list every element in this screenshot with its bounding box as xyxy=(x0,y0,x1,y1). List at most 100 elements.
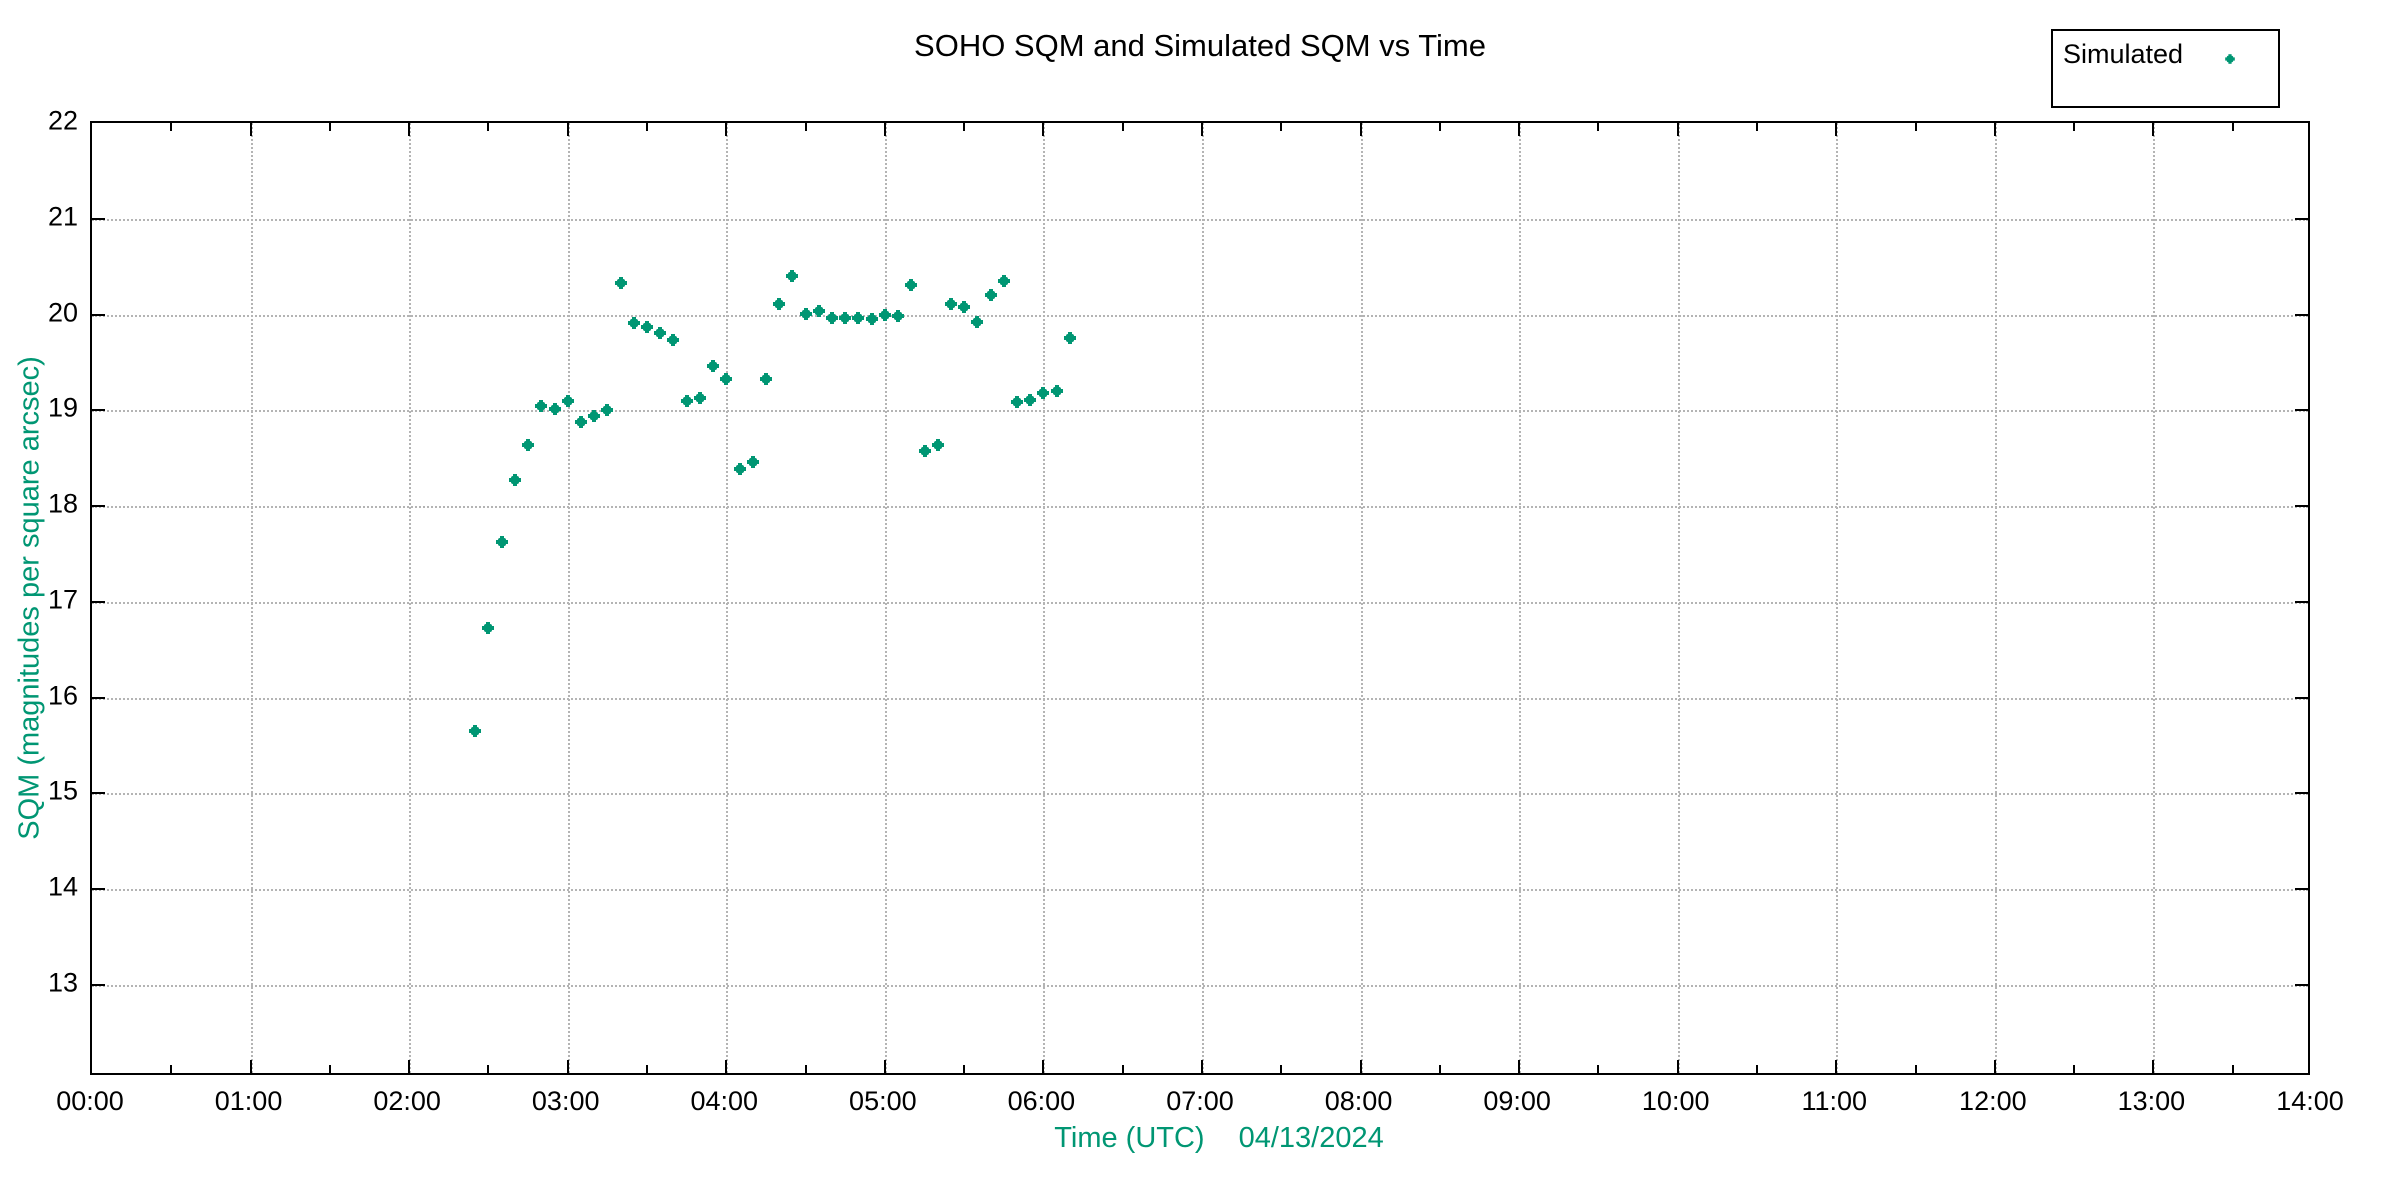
data-point xyxy=(931,438,944,451)
y-major-tick xyxy=(92,505,105,508)
data-point xyxy=(1050,385,1063,398)
data-point xyxy=(892,310,905,323)
x-major-tick xyxy=(1359,123,1362,136)
y-major-tick xyxy=(2295,600,2308,603)
x-major-tick xyxy=(408,1060,411,1073)
y-tick-label: 16 xyxy=(47,680,78,711)
data-point xyxy=(865,313,878,326)
gridline-vertical xyxy=(726,123,729,1073)
x-minor-tick xyxy=(1597,1065,1600,1073)
x-major-tick xyxy=(1359,1060,1362,1073)
data-point xyxy=(799,307,812,320)
x-major-tick xyxy=(883,1060,886,1073)
x-minor-tick xyxy=(487,123,490,131)
y-tick-label: 15 xyxy=(47,775,78,806)
y-major-tick xyxy=(92,217,105,220)
y-major-tick xyxy=(92,600,105,603)
x-minor-tick xyxy=(1121,123,1124,131)
x-major-tick xyxy=(408,123,411,136)
x-major-tick xyxy=(566,1060,569,1073)
x-major-tick xyxy=(1518,1060,1521,1073)
gridline-horizontal xyxy=(92,697,2308,700)
x-minor-tick xyxy=(646,123,648,131)
x-major-tick xyxy=(725,1060,728,1073)
x-minor-tick xyxy=(2073,1065,2076,1073)
gridline-vertical xyxy=(1202,123,1204,1073)
x-minor-tick xyxy=(1914,123,1917,131)
data-point xyxy=(905,278,918,291)
y-major-tick xyxy=(92,313,105,316)
data-point xyxy=(574,415,587,428)
data-point xyxy=(654,326,667,339)
y-tick-label: 18 xyxy=(47,488,78,519)
y-major-tick xyxy=(2295,888,2308,891)
data-point xyxy=(601,404,614,417)
x-minor-tick xyxy=(963,123,966,131)
x-tick-label: 02:00 xyxy=(373,1086,441,1116)
gridline-vertical xyxy=(884,123,887,1073)
data-point xyxy=(561,394,574,407)
data-point xyxy=(588,410,601,423)
gridline-horizontal xyxy=(92,985,2308,988)
y-major-tick xyxy=(92,696,105,699)
x-minor-tick xyxy=(1280,123,1283,131)
x-minor-tick xyxy=(1438,1065,1441,1073)
data-point xyxy=(482,621,495,634)
data-point xyxy=(958,300,971,313)
y-tick-label: 19 xyxy=(47,392,78,423)
y-major-tick xyxy=(2295,409,2308,412)
x-major-tick xyxy=(1676,1060,1679,1073)
y-axis-title: SQM (magnitudes per square arcsec) xyxy=(13,356,46,840)
x-minor-tick xyxy=(1438,123,1441,131)
y-major-tick xyxy=(2295,505,2308,508)
x-axis-date: 04/13/2024 xyxy=(1238,1122,1384,1154)
x-major-tick xyxy=(249,1060,252,1073)
y-major-tick xyxy=(2295,217,2308,220)
data-point xyxy=(852,312,865,325)
y-major-tick xyxy=(92,409,105,412)
legend-box: Simulated xyxy=(2051,29,2280,108)
data-point xyxy=(826,312,838,325)
x-major-tick xyxy=(1201,123,1203,136)
data-point xyxy=(614,276,627,289)
x-tick-label: 11:00 xyxy=(1801,1086,1868,1116)
x-tick-label: 06:00 xyxy=(1007,1086,1076,1116)
data-point xyxy=(535,399,548,412)
x-minor-tick xyxy=(804,1065,807,1073)
x-axis-title: Time (UTC) 04/13/2024 xyxy=(1054,1122,1384,1155)
data-point xyxy=(733,462,746,475)
x-minor-tick xyxy=(1597,123,1600,131)
x-minor-tick xyxy=(170,123,173,131)
data-point xyxy=(548,403,561,416)
y-tick-label: 13 xyxy=(47,967,78,998)
x-minor-tick xyxy=(1756,123,1758,131)
data-point xyxy=(971,316,984,329)
data-point xyxy=(746,456,759,469)
data-point xyxy=(812,304,825,317)
x-major-tick xyxy=(1042,1060,1045,1073)
x-major-tick xyxy=(1993,1060,1996,1073)
x-minor-tick xyxy=(2073,123,2076,131)
data-point xyxy=(680,394,693,407)
gridline-vertical xyxy=(409,123,412,1073)
x-minor-tick xyxy=(646,1065,648,1073)
x-major-tick xyxy=(1676,123,1679,136)
x-major-tick xyxy=(1201,1060,1203,1073)
x-major-tick xyxy=(2152,123,2155,136)
data-point xyxy=(641,321,653,334)
data-point xyxy=(693,391,706,404)
data-point xyxy=(878,308,891,321)
data-point xyxy=(707,360,720,373)
x-tick-label: 10:00 xyxy=(1641,1086,1710,1116)
data-point xyxy=(773,298,786,311)
x-tick-label: 07:00 xyxy=(1166,1086,1234,1116)
x-major-tick xyxy=(2152,1060,2155,1073)
x-major-tick xyxy=(1835,1060,1838,1073)
x-minor-tick xyxy=(1280,1065,1283,1073)
y-major-tick xyxy=(92,984,105,987)
data-point xyxy=(667,334,680,347)
gridline-horizontal xyxy=(92,889,2308,892)
gridline-vertical xyxy=(1677,123,1680,1073)
x-tick-label: 01:00 xyxy=(214,1086,283,1116)
